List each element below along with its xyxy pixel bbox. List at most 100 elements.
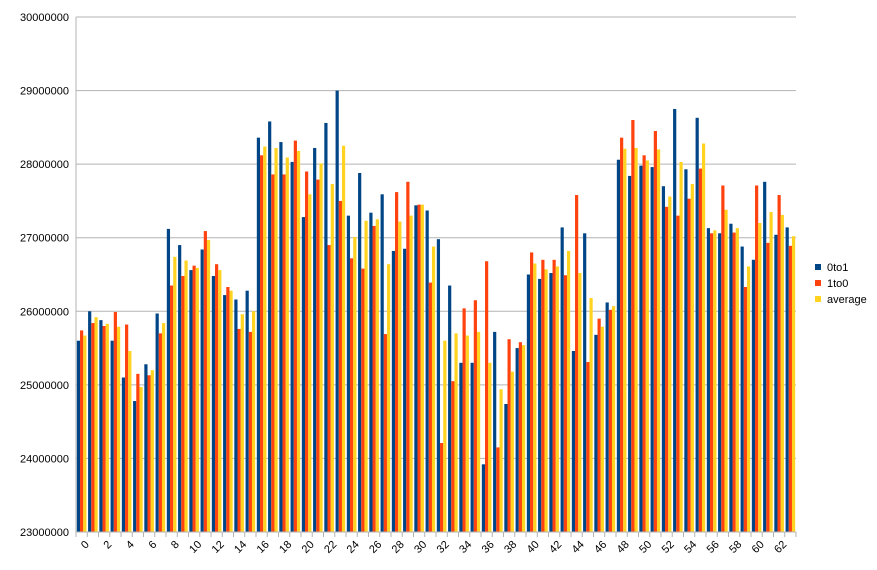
bar-1to0-37: [496, 447, 500, 532]
bar-0to1-11: [200, 249, 204, 533]
bar-average-12: [218, 270, 222, 532]
bar-0to1-36: [481, 464, 486, 532]
bar-0to1-27: [380, 194, 384, 532]
bar-1to0-7: [158, 333, 162, 532]
bar-average-46: [600, 326, 604, 532]
bar-0to1-56: [706, 228, 711, 532]
bar-average-22: [330, 184, 334, 532]
bar-0to1-49: [628, 175, 632, 532]
bar-average-49: [634, 147, 638, 532]
bar-average-27: [386, 264, 391, 532]
bar-1to0-41: [541, 259, 545, 532]
bar-0to1-17: [268, 121, 272, 532]
bar-average-32: [443, 340, 447, 532]
bar-1to0-57: [721, 185, 725, 533]
bar-average-63: [791, 236, 796, 533]
bar-0to1-19: [290, 161, 294, 532]
bar-1to0-30: [417, 204, 421, 533]
x-tick-label: 50: [637, 539, 654, 556]
bar-1to0-35: [473, 300, 477, 532]
bar-1to0-14: [237, 328, 241, 532]
bar-0to1-33: [448, 285, 452, 532]
bar-average-30: [420, 204, 424, 533]
x-tick-label: 8: [169, 539, 182, 552]
bar-average-21: [319, 163, 323, 532]
bar-1to0-8: [170, 285, 174, 532]
bar-0to1-43: [560, 227, 564, 532]
series-0to1: [76, 90, 789, 533]
x-tick-label: 16: [255, 539, 272, 556]
bar-average-29: [409, 215, 413, 532]
y-tick-label: 27000000: [20, 233, 69, 245]
x-tick-label: 32: [435, 539, 452, 556]
bar-0to1-63: [785, 227, 789, 532]
bar-1to0-19: [293, 140, 297, 532]
bar-0to1-48: [616, 159, 621, 533]
bar-0to1-52: [661, 186, 666, 532]
legend-swatch-0to1: [815, 264, 821, 270]
bar-0to1-7: [155, 313, 159, 532]
bar-0to1-45: [583, 233, 587, 533]
bar-average-62: [780, 214, 784, 532]
x-tick-label: 46: [592, 539, 609, 556]
bar-1to0-53: [676, 215, 680, 532]
bar-1to0-10: [192, 265, 196, 532]
bar-1to0-45: [586, 362, 590, 532]
bar-average-41: [544, 269, 548, 532]
bar-1to0-12: [215, 264, 219, 532]
bar-0to1-6: [144, 364, 148, 532]
bar-average-5: [139, 387, 143, 532]
y-tick-label: 28000000: [20, 159, 69, 171]
bar-1to0-62: [777, 195, 781, 533]
bar-average-38: [510, 371, 514, 532]
bar-average-2: [105, 323, 109, 532]
bar-0to1-41: [538, 278, 542, 532]
bar-0to1-16: [256, 137, 261, 532]
bar-1to0-27: [383, 334, 387, 532]
bar-1to0-15: [248, 331, 252, 532]
bar-1to0-24: [350, 258, 354, 532]
bar-average-58: [735, 228, 739, 532]
bar-average-6: [150, 370, 154, 532]
x-tick-label: 2: [102, 539, 115, 552]
bar-1to0-3: [113, 312, 117, 532]
y-tick-label: 26000000: [20, 306, 69, 318]
bar-1to0-0: [80, 330, 84, 532]
x-tick-label: 24: [345, 539, 362, 556]
bar-1to0-63: [788, 245, 792, 532]
bar-average-17: [274, 147, 278, 532]
bar-average-14: [240, 314, 244, 532]
bar-0to1-14: [234, 299, 238, 532]
bar-0to1-18: [279, 142, 283, 532]
bar-1to0-44: [575, 195, 579, 533]
x-tick-label: 34: [457, 539, 474, 556]
bar-average-48: [623, 148, 627, 532]
bar-1to0-20: [305, 171, 309, 532]
bar-1to0-9: [181, 275, 185, 532]
bar-average-19: [296, 150, 301, 532]
bar-0to1-22: [324, 122, 328, 532]
bar-average-36: [488, 362, 492, 532]
x-tick-label: 14: [232, 539, 249, 556]
bar-average-42: [555, 266, 559, 532]
bar-0to1-24: [346, 215, 351, 532]
x-tick-label: 4: [124, 539, 137, 552]
bar-0to1-46: [594, 334, 598, 532]
bar-0to1-44: [571, 351, 576, 532]
y-axis-tick-labels: 23000000 24000000 25000000 26000000 27000000…: [20, 12, 69, 539]
bar-average-0: [83, 335, 87, 532]
bar-0to1-21: [313, 147, 317, 532]
x-tick-label: 12: [210, 539, 227, 556]
bar-0to1-31: [425, 210, 429, 533]
bar-1to0-48: [620, 137, 624, 532]
bar-1to0-26: [372, 225, 376, 532]
bar-average-24: [353, 236, 357, 533]
bar-average-35: [476, 331, 481, 532]
bar-1to0-60: [755, 185, 759, 533]
bar-average-40: [533, 263, 537, 532]
bar-average-31: [431, 246, 436, 533]
bar-0to1-60: [751, 259, 756, 532]
bar-0to1-58: [729, 223, 733, 533]
series-average: [83, 143, 796, 533]
bar-1to0-18: [282, 174, 286, 532]
